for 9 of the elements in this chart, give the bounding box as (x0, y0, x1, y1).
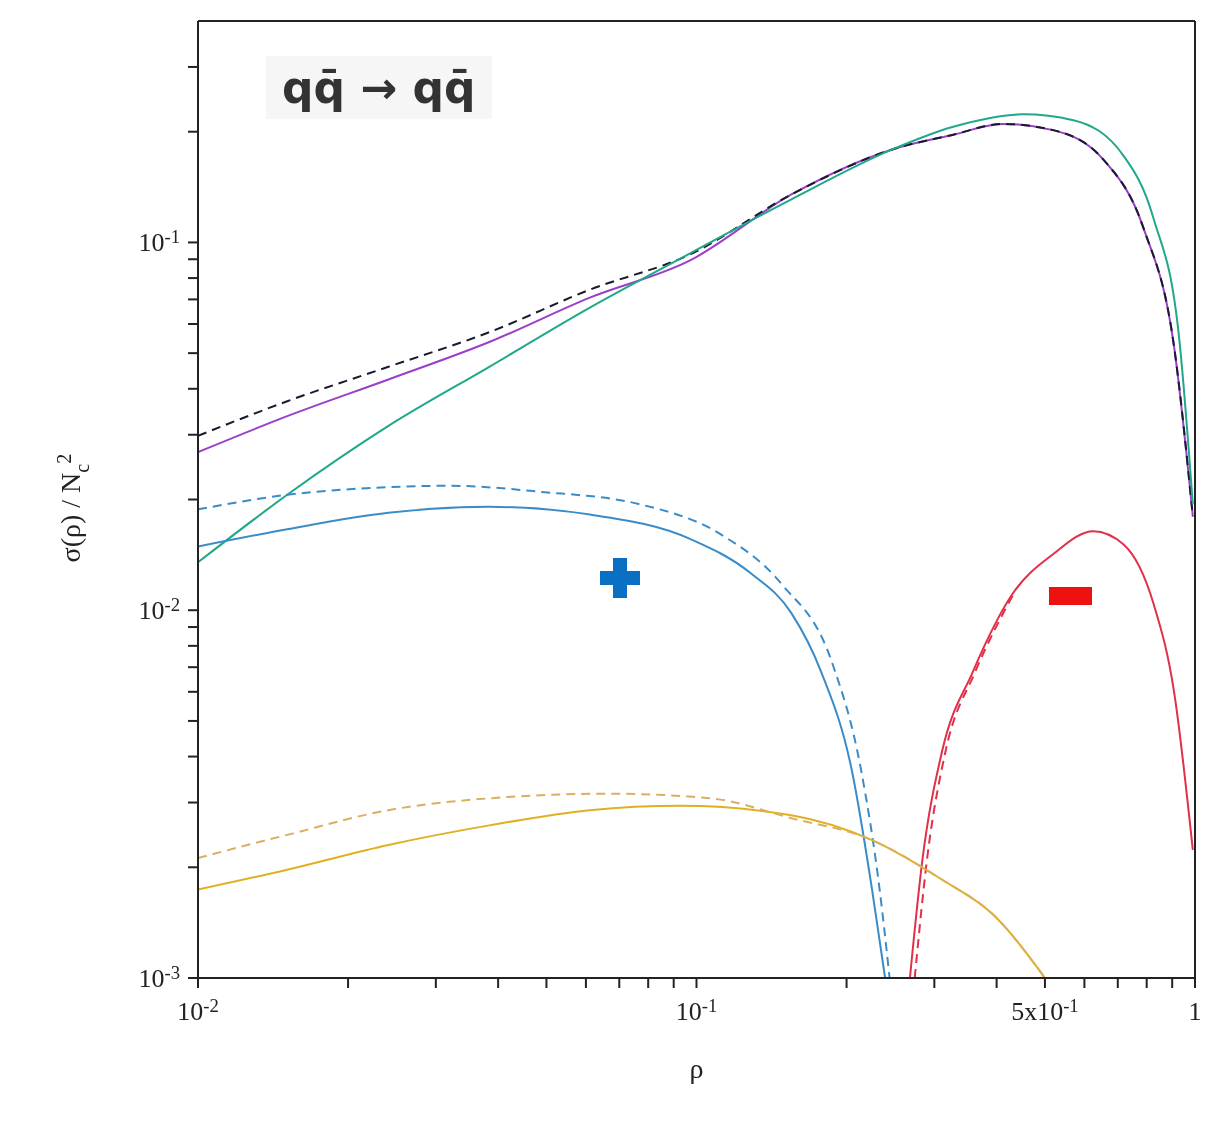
x-axis-title: ρ (689, 1053, 704, 1084)
x-tick-label: 5x10$^{-1}$ (1011, 994, 1079, 1026)
text: qq̄ → qq̄ (266, 56, 492, 119)
x-tick-label: 1 (1188, 997, 1202, 1026)
y-tick-label: 10$^{-2}$ (138, 593, 180, 626)
y-tick-label: 10$^{-1}$ (138, 226, 180, 258)
x-tick-label: 10$^{-1}$ (675, 994, 718, 1026)
y-tick-label: 10$^{-3}$ (138, 961, 180, 993)
x-tick-label: 10$^{-2}$ (177, 994, 219, 1026)
